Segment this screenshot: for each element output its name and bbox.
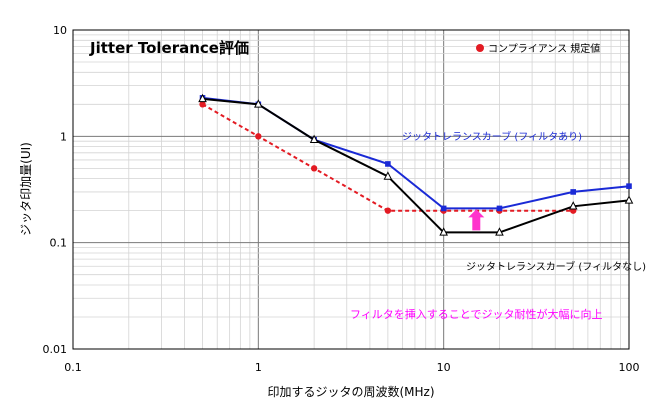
data-point <box>255 133 262 140</box>
x-axis-title: 印加するジッタの周波数(MHz) <box>267 384 434 399</box>
data-point <box>199 101 206 108</box>
improvement-annotation: フィルタを挿入することでジッタ耐性が大幅に向上 <box>350 307 602 321</box>
arrow-head <box>468 209 485 218</box>
data-point <box>440 205 447 212</box>
x-tick-label: 1 <box>255 361 262 374</box>
y-axis-title: ジッタ印加量(UI) <box>19 142 33 236</box>
data-point <box>439 227 448 236</box>
data-point <box>383 171 393 180</box>
y-tick-label: 1 <box>60 130 67 143</box>
label-without-filter: ジッタトレランスカーブ (フィルタなし) <box>466 260 646 273</box>
data-point <box>385 161 391 167</box>
data-series <box>198 93 634 236</box>
data-point <box>384 207 392 214</box>
data-point <box>254 99 263 108</box>
data-point <box>198 93 207 103</box>
data-point <box>309 134 319 143</box>
data-point <box>496 205 503 212</box>
chart-title: Jitter Tolerance評価 <box>89 39 249 57</box>
y-tick-label: 0.1 <box>50 237 68 250</box>
label-with-filter: ジッタトレランスカーブ (フィルタあり) <box>402 130 582 143</box>
tick-labels: 0.1 1 10 100 0.01 0.1 1 10 <box>43 24 640 374</box>
grid-lines <box>72 30 629 350</box>
y-tick-label: 0.01 <box>43 343 68 356</box>
x-tick-label: 100 <box>619 361 640 374</box>
x-tick-label: 10 <box>437 361 451 374</box>
data-point <box>570 189 577 195</box>
legend-compliance-label: コンプライアンス 規定値 <box>488 42 600 55</box>
series-2 <box>198 93 634 236</box>
data-point <box>310 165 318 172</box>
arrow-shaft <box>472 216 481 231</box>
y-tick-label: 10 <box>53 24 67 37</box>
series-line <box>202 97 630 234</box>
data-point <box>568 201 578 210</box>
legend-compliance-marker <box>476 44 484 52</box>
plot-area-frame <box>72 29 630 350</box>
data-point <box>626 183 632 189</box>
data-point <box>624 195 634 204</box>
improvement-arrow <box>468 209 485 231</box>
data-point <box>495 227 504 236</box>
x-tick-label: 0.1 <box>64 361 82 374</box>
